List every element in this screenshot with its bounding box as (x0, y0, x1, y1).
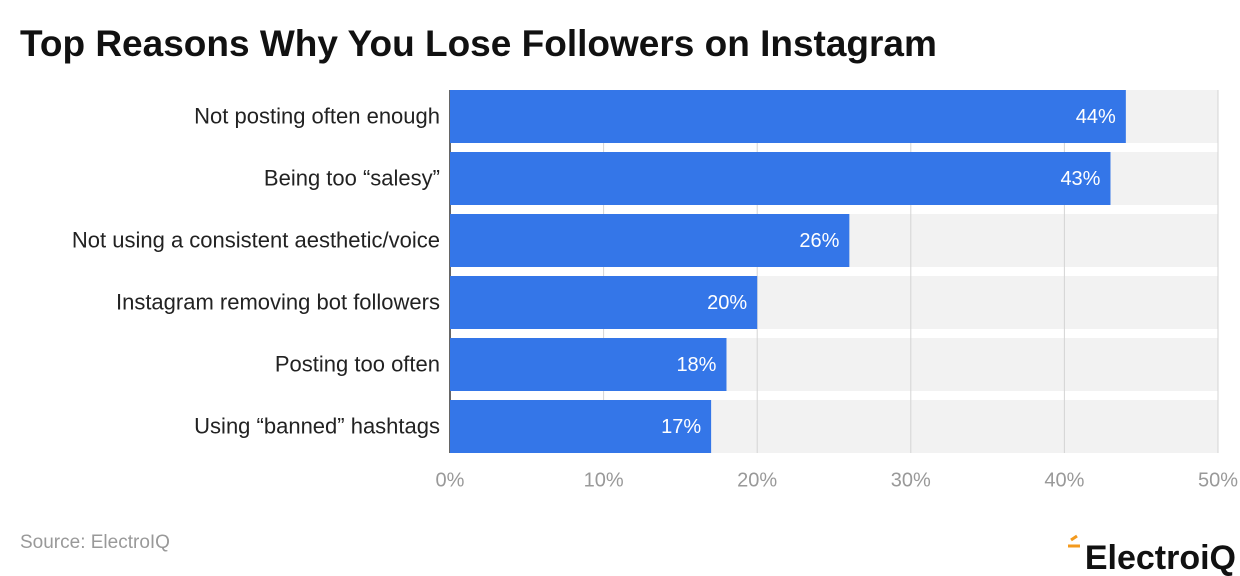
y-tick-label: Not using a consistent aesthetic/voice (72, 227, 440, 252)
bar (450, 338, 727, 391)
x-tick-label: 10% (584, 469, 624, 491)
bar (450, 214, 850, 267)
logo: ElectroiQ (1085, 539, 1236, 576)
x-tick-label: 20% (737, 469, 777, 491)
bar (450, 90, 1126, 143)
y-tick-label: Not posting often enough (194, 103, 440, 128)
y-tick-label: Using “banned” hashtags (194, 413, 440, 438)
bar (450, 400, 712, 453)
bar (450, 152, 1111, 205)
x-tick-label: 50% (1198, 469, 1238, 491)
x-tick-label: 30% (891, 469, 931, 491)
source: Source: ElectroIQ (20, 532, 170, 553)
value-label: 43% (1060, 168, 1100, 190)
y-tick-label: Posting too often (275, 351, 440, 376)
x-tick-label: 40% (1044, 469, 1084, 491)
value-label: 26% (799, 230, 839, 252)
value-label: 17% (661, 416, 701, 438)
value-label: 18% (676, 354, 716, 376)
y-tick-label: Instagram removing bot followers (116, 289, 440, 314)
x-tick-label: 0% (436, 469, 465, 491)
value-label: 44% (1076, 106, 1116, 128)
chart-title: Top Reasons Why You Lose Followers on In… (20, 23, 937, 64)
y-tick-label: Being too “salesy” (264, 165, 440, 190)
value-label: 20% (707, 292, 747, 314)
bar (450, 276, 758, 329)
logo-mark (1068, 534, 1080, 548)
